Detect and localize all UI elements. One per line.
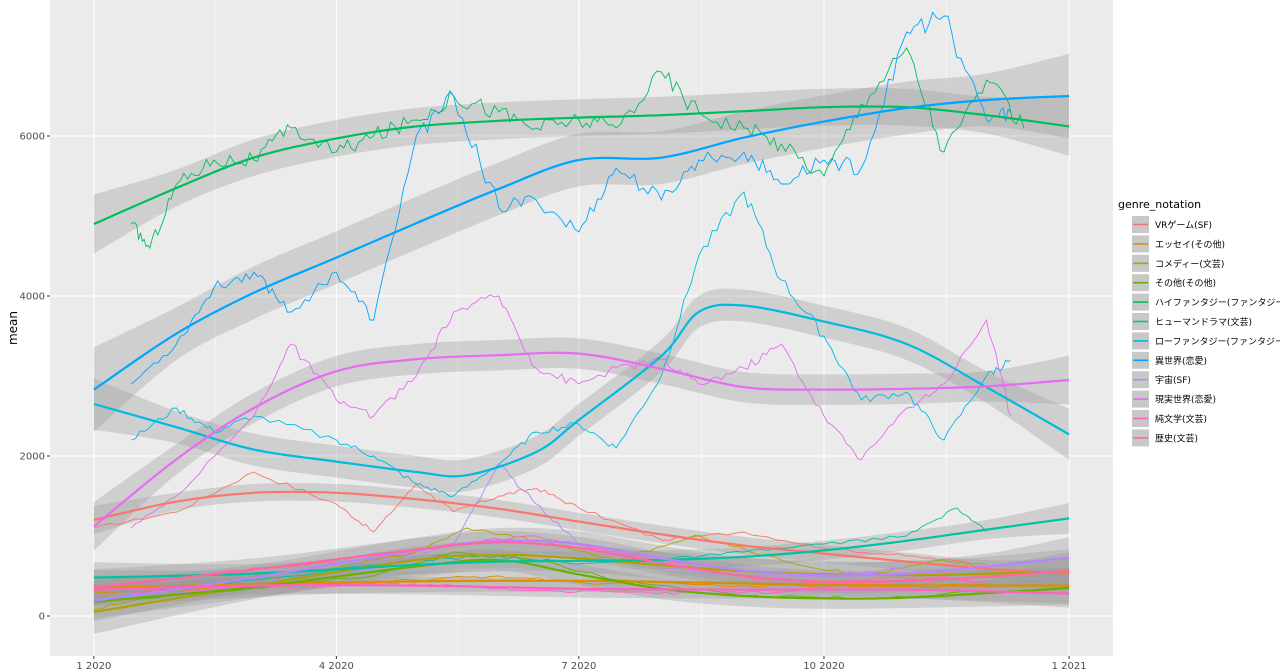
series-10-smooth-line xyxy=(93,351,1070,528)
legend-item: ヒューマンドラマ(文芸) xyxy=(1132,313,1252,330)
series-11-smooth-line xyxy=(93,584,1070,595)
x-tick-label: 7 2020 xyxy=(561,661,596,670)
legend-item: ハイファンタジー(ファンタジー) xyxy=(1132,293,1280,311)
series-12-confidence-band xyxy=(93,531,1070,606)
legend-item: ローファンタジー(ファンタジー) xyxy=(1132,332,1280,350)
x-tick-label: 1 2020 xyxy=(76,661,111,670)
series-4-smooth-line xyxy=(93,558,1070,603)
series-9-smooth-line xyxy=(93,539,1070,602)
legend-label: 宇宙(SF) xyxy=(1155,374,1191,386)
y-tick-label: 0 xyxy=(39,612,45,623)
series-10-raw-line xyxy=(130,294,1011,529)
legend-item: コメディー(文芸) xyxy=(1132,254,1224,272)
x-tick-label: 4 2020 xyxy=(319,661,354,670)
series-5-raw-line xyxy=(130,47,1025,250)
legend-item: 純文学(文芸) xyxy=(1132,410,1207,427)
series-8-smooth-line xyxy=(93,94,1070,391)
legend-item: 宇宙(SF) xyxy=(1132,371,1191,389)
y-tick-label: 6000 xyxy=(20,132,45,143)
series-2-smooth-line xyxy=(93,579,1070,590)
legend-label: VRゲーム(SF) xyxy=(1155,219,1212,231)
y-tick-label: 4000 xyxy=(20,292,45,303)
legend-label: ハイファンタジー(ファンタジー) xyxy=(1155,298,1280,309)
smooth-lines xyxy=(93,94,1070,614)
legend-label: 現実世界(恋愛) xyxy=(1155,394,1216,406)
legend-item: 異世界(恋愛) xyxy=(1132,351,1207,369)
series-4-confidence-band xyxy=(93,549,1070,619)
series-1-smooth-line xyxy=(93,490,1070,575)
legend-label: ヒューマンドラマ(文芸) xyxy=(1155,316,1252,328)
legend-item: 現実世界(恋愛) xyxy=(1132,390,1216,408)
series-10-confidence-band xyxy=(93,337,1070,551)
legend-label: ローファンタジー(ファンタジー) xyxy=(1155,336,1280,347)
y-axis: 0 2000 4000 6000 xyxy=(20,132,50,623)
legend-item: エッセイ(その他) xyxy=(1132,235,1225,253)
y-axis-title: mean xyxy=(6,311,20,345)
series-12-raw-line xyxy=(131,535,987,585)
x-axis: 1 2020 4 2020 7 2020 10 2020 1 2021 xyxy=(76,656,1087,670)
series-8-confidence-band xyxy=(93,53,1070,432)
y-tick-label: 2000 xyxy=(20,452,45,463)
legend-label: その他(その他) xyxy=(1155,277,1216,289)
x-tick-label: 10 2020 xyxy=(803,661,844,670)
legend-item: 歴史(文芸) xyxy=(1132,429,1198,447)
grid-major xyxy=(50,0,1113,656)
legend-item: VRゲーム(SF) xyxy=(1132,216,1212,233)
series-8-raw-line xyxy=(130,11,1011,385)
x-tick-label: 1 2021 xyxy=(1052,661,1087,670)
series-1-raw-line xyxy=(93,471,987,565)
series-1-confidence-band xyxy=(93,483,1070,588)
series-7-raw-line xyxy=(131,191,1011,498)
series-7-smooth-line xyxy=(93,303,1070,478)
series-12-smooth-line xyxy=(93,541,1070,589)
legend-label: 純文学(文芸) xyxy=(1155,413,1207,425)
legend-label: コメディー(文芸) xyxy=(1155,258,1224,270)
legend-label: 歴史(文芸) xyxy=(1155,432,1198,444)
legend-title: genre_notation xyxy=(1118,198,1201,211)
legend: genre_notation VRゲーム(SF) エッセイ(その他) コメディー(文… xyxy=(1118,198,1280,447)
legend-label: 異世界(恋愛) xyxy=(1155,355,1207,367)
legend-label: エッセイ(その他) xyxy=(1155,238,1225,250)
legend-item: その他(その他) xyxy=(1132,274,1216,292)
grid-minor xyxy=(50,0,1113,656)
series-6-confidence-band xyxy=(93,503,1070,593)
series-5-confidence-band xyxy=(93,88,1070,254)
